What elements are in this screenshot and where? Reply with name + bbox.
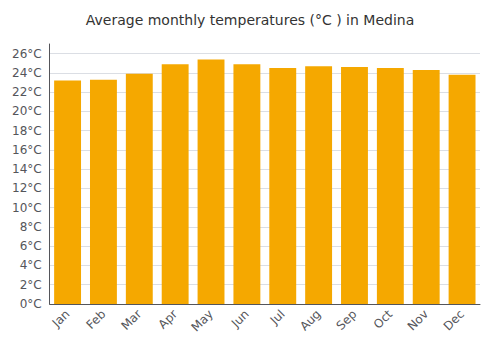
svg-text:10°C: 10°C xyxy=(12,201,42,215)
svg-text:Sep: Sep xyxy=(334,307,360,333)
svg-text:Apr: Apr xyxy=(156,307,181,332)
svg-text:6°C: 6°C xyxy=(20,239,42,253)
svg-text:Average monthly temperatures (: Average monthly temperatures (°C ) in Me… xyxy=(86,12,414,28)
svg-text:20°C: 20°C xyxy=(12,104,42,118)
svg-text:16°C: 16°C xyxy=(12,143,42,157)
svg-text:26°C: 26°C xyxy=(12,47,42,61)
svg-text:0°C: 0°C xyxy=(20,297,42,311)
svg-text:Mar: Mar xyxy=(118,307,144,333)
svg-text:22°C: 22°C xyxy=(12,85,42,99)
svg-text:8°C: 8°C xyxy=(20,220,42,234)
svg-text:Dec: Dec xyxy=(441,307,467,333)
svg-text:Jul: Jul xyxy=(267,307,288,328)
svg-text:Jun: Jun xyxy=(228,307,252,331)
svg-text:Nov: Nov xyxy=(405,307,431,333)
svg-text:12°C: 12°C xyxy=(12,181,42,195)
svg-text:4°C: 4°C xyxy=(20,258,42,272)
svg-text:Feb: Feb xyxy=(83,307,108,332)
svg-text:Oct: Oct xyxy=(371,307,396,332)
svg-text:2°C: 2°C xyxy=(20,278,42,292)
svg-text:Aug: Aug xyxy=(297,307,323,333)
svg-text:Jan: Jan xyxy=(49,307,73,331)
svg-text:18°C: 18°C xyxy=(12,124,42,138)
svg-text:May: May xyxy=(189,307,216,334)
svg-text:24°C: 24°C xyxy=(12,66,42,80)
svg-text:14°C: 14°C xyxy=(12,162,42,176)
